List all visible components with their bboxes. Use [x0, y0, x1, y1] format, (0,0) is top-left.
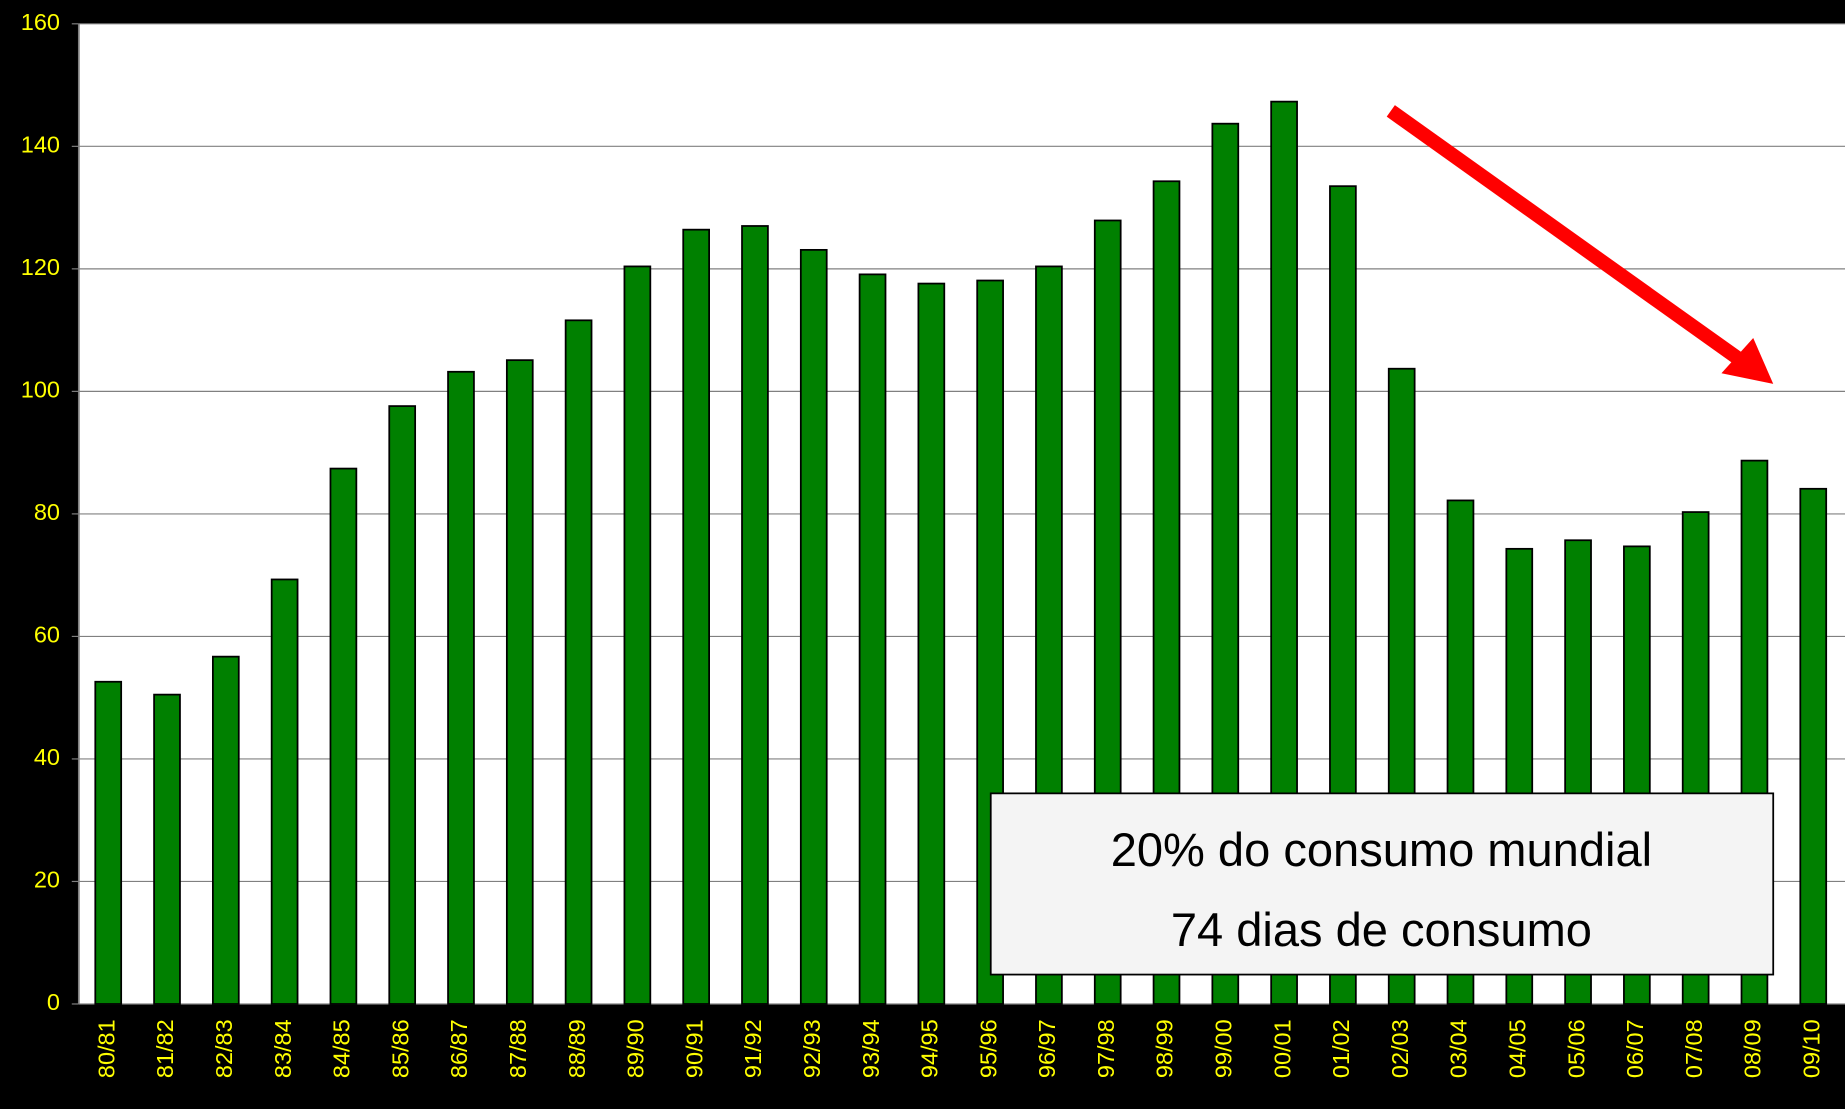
x-tick-label: 09/10 — [1798, 1019, 1824, 1078]
x-tick-label: 07/08 — [1681, 1019, 1707, 1078]
bar — [917, 282, 946, 1005]
annotation: 74 dias de consumo — [1171, 903, 1592, 956]
bar — [505, 359, 534, 1005]
x-tick-label: 85/86 — [387, 1019, 413, 1078]
x-tick-label: 87/88 — [505, 1019, 531, 1078]
bar — [623, 265, 652, 1005]
y-tick-label: 120 — [21, 254, 60, 280]
x-tick-label: 82/83 — [211, 1019, 237, 1078]
trend-arrow — [1386, 105, 1774, 384]
annotation-box — [989, 792, 1775, 976]
x-tick-label: 90/91 — [681, 1019, 707, 1078]
x-tick-label: 89/90 — [623, 1019, 649, 1078]
bar — [211, 655, 240, 1005]
x-tick-label: 96/97 — [1034, 1019, 1060, 1078]
bar — [564, 319, 593, 1005]
annotation: 20% do consumo mundial — [1111, 823, 1652, 876]
bar — [388, 405, 417, 1005]
x-tick-label: 97/98 — [1093, 1019, 1119, 1078]
y-tick-label: 140 — [21, 132, 60, 158]
bar — [1799, 487, 1828, 1005]
x-tick-label: 93/94 — [858, 1019, 884, 1078]
x-tick-label: 92/93 — [799, 1019, 825, 1078]
x-tick-label: 95/96 — [975, 1019, 1001, 1078]
x-tick-label: 81/82 — [152, 1019, 178, 1078]
x-tick-label: 00/01 — [1269, 1019, 1295, 1078]
x-tick-label: 84/85 — [329, 1019, 355, 1078]
x-tick-label: 98/99 — [1152, 1019, 1178, 1078]
x-tick-label: 94/95 — [917, 1019, 943, 1078]
x-tick-label: 91/92 — [740, 1019, 766, 1078]
bar — [447, 370, 475, 1005]
bar — [270, 578, 299, 1005]
y-tick-label: 40 — [34, 744, 60, 770]
x-tick-label: 88/89 — [564, 1019, 590, 1078]
x-tick-label: 83/84 — [270, 1019, 296, 1078]
x-tick-label: 05/06 — [1563, 1019, 1589, 1078]
y-tick-label: 160 — [21, 9, 60, 35]
x-tick-label: 80/81 — [93, 1019, 119, 1078]
x-tick-label: 06/07 — [1622, 1019, 1648, 1078]
x-tick-label: 86/87 — [446, 1019, 472, 1078]
x-tick-label: 04/05 — [1505, 1019, 1531, 1078]
y-tick-label: 100 — [21, 377, 60, 403]
y-tick-label: 20 — [34, 867, 60, 893]
bar — [799, 248, 828, 1005]
y-tick-label: 0 — [47, 989, 60, 1015]
bar — [329, 467, 358, 1005]
bar — [858, 273, 887, 1005]
bar — [682, 228, 710, 1005]
bar — [153, 693, 181, 1005]
x-tick-label: 03/04 — [1446, 1019, 1472, 1078]
x-tick-label: 01/02 — [1328, 1019, 1354, 1078]
bar — [94, 680, 123, 1005]
y-tick-label: 60 — [34, 622, 60, 648]
bar — [741, 225, 769, 1005]
x-tick-label: 02/03 — [1387, 1019, 1413, 1078]
x-tick-label: 08/09 — [1740, 1019, 1766, 1078]
x-tick-label: 99/00 — [1211, 1019, 1237, 1078]
y-tick-label: 80 — [34, 499, 60, 525]
